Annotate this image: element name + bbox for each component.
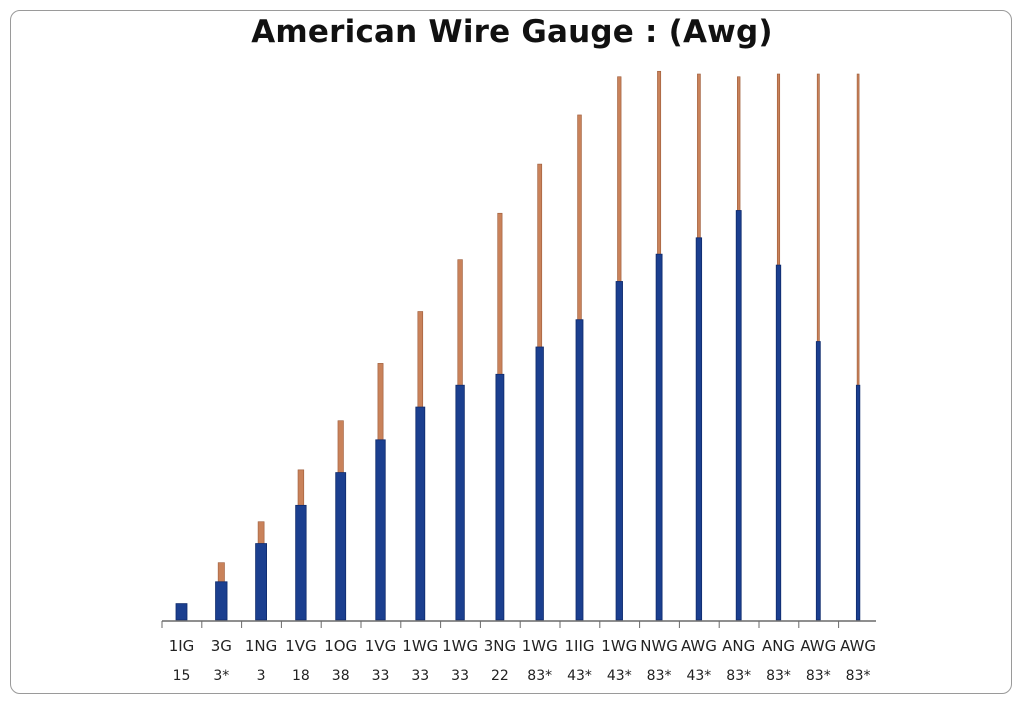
x-tick-label-8: 3NG [484,637,516,655]
x-tick-label-17: AWG [840,637,876,655]
x-tick-label-14: ANG [722,637,755,655]
x-tick-label-6: 1WG [402,637,438,655]
x-tick-label-5: 1VG [365,637,396,655]
chart-frame [10,10,1012,694]
bar-insulation-15 [775,264,782,621]
x-sub-label-8: 22 [491,668,509,684]
x-sub-label-11: 43* [607,668,632,684]
x-sub-label-9: 83* [527,668,552,684]
bar-insulation-1 [215,581,228,621]
x-tick-label-13: AWG [681,637,717,655]
bar-insulation-14 [735,210,742,621]
x-sub-label-1: 3* [213,668,229,684]
bar-insulation-16 [815,341,821,621]
bar-insulation-10 [575,319,584,621]
x-sub-label-6: 33 [411,668,429,684]
x-sub-label-5: 33 [372,668,390,684]
bar-insulation-2 [255,543,268,621]
bar-copper-12 [657,70,662,256]
x-sub-label-0: 15 [173,668,191,684]
bar-copper-7 [457,259,463,387]
bar-insulation-7 [455,384,465,621]
bar-copper-5 [377,363,384,442]
x-tick-labels-group: 1IG 15 3G 3* 1NG 3 1VG 18 1OG 38 1VG 33 1WG 33 1WG 33 3N… [169,637,876,684]
bar-insulation-0 [175,603,188,621]
x-tick-label-7: 1WG [442,637,478,655]
bar-copper-9 [537,163,543,349]
x-sub-label-4: 38 [332,668,350,684]
bar-copper-14 [737,76,741,212]
chart-title: American Wire Gauge : (Awg) [251,14,773,50]
bar-copper-13 [697,73,701,240]
x-sub-label-14: 83* [726,668,751,684]
bar-copper-15 [776,73,781,267]
x-ticks-group [161,621,840,628]
x-tick-label-10: 1IIG [564,637,594,655]
bar-copper-17 [856,73,860,387]
x-tick-label-4: 1OG [324,637,357,655]
x-tick-label-12: NWG [640,637,678,655]
x-tick-label-9: 1WG [522,637,558,655]
bar-insulation-12 [655,253,663,621]
x-tick-label-2: 1NG [245,637,277,655]
bar-copper-2 [257,521,265,545]
x-sub-label-16: 83* [806,668,831,684]
bars-group [175,70,861,621]
bar-copper-1 [217,562,225,584]
x-tick-label-3: 1VG [285,637,316,655]
bar-insulation-5 [375,439,386,621]
bar-copper-11 [617,76,622,283]
x-tick-label-15: ANG [762,637,795,655]
x-tick-label-1: 3G [211,637,232,655]
bar-copper-8 [497,212,503,376]
bar-copper-3 [297,469,305,507]
x-tick-label-0: 1IG [169,637,195,655]
bar-insulation-11 [615,281,623,621]
x-sub-label-13: 43* [686,668,711,684]
bar-insulation-6 [415,406,426,621]
bar-copper-10 [577,114,582,321]
x-sub-label-12: 83* [647,668,672,684]
x-tick-label-11: 1WG [601,637,637,655]
x-sub-label-7: 33 [451,668,469,684]
bar-copper-16 [816,73,820,343]
x-sub-label-15: 83* [766,668,791,684]
bar-insulation-3 [295,504,307,621]
x-tick-label-16: AWG [800,637,836,655]
bar-copper-6 [417,311,424,409]
bar-insulation-4 [335,472,347,621]
bar-insulation-17 [855,384,861,621]
bar-insulation-13 [695,237,703,621]
x-sub-label-17: 83* [846,668,871,684]
x-sub-label-3: 18 [292,668,310,684]
x-sub-label-10: 43* [567,668,592,684]
x-sub-label-2: 3 [257,668,266,684]
bar-insulation-9 [535,346,544,621]
bar-insulation-8 [495,373,505,621]
bar-copper-4 [337,420,344,474]
